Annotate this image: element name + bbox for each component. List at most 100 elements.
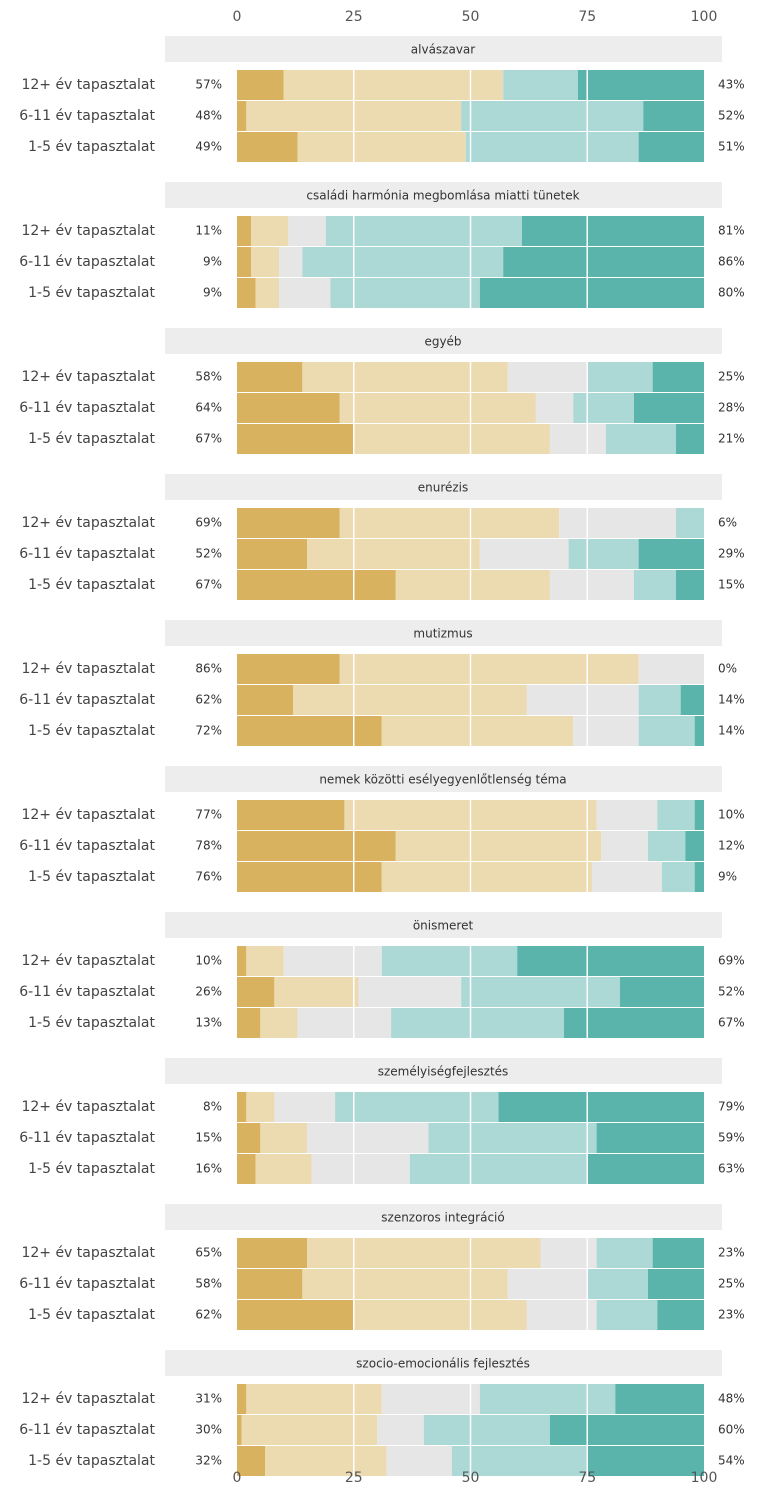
bar-segment <box>526 685 639 715</box>
bar-segment <box>237 424 354 454</box>
bar-segment <box>465 132 639 162</box>
bar-segment <box>549 570 634 600</box>
bar-segment <box>237 70 284 100</box>
bar-segment <box>293 685 527 715</box>
bar-segment <box>596 800 658 830</box>
bar-segment <box>661 862 695 892</box>
category-label: 12+ év tapasztalat <box>21 369 155 385</box>
facet-strip <box>165 620 722 646</box>
bar-segment <box>694 862 704 892</box>
facet-strip <box>165 1350 722 1376</box>
left-total-label: 67% <box>195 432 222 446</box>
bar-segment <box>694 716 704 746</box>
x-tick-label: 25 <box>345 9 363 25</box>
right-total-label: 80% <box>718 286 745 300</box>
bar-segment <box>237 716 382 746</box>
category-label: 12+ év tapasztalat <box>21 1245 155 1261</box>
facet-title: nemek közötti esélyegyenlőtlenség téma <box>319 773 566 787</box>
bar-segment <box>237 1123 261 1153</box>
category-label: 12+ év tapasztalat <box>21 1391 155 1407</box>
bar-segment <box>461 977 620 1007</box>
left-total-label: 62% <box>195 1308 222 1322</box>
bar-segment <box>549 1415 704 1445</box>
right-total-label: 29% <box>718 547 745 561</box>
right-total-label: 14% <box>718 724 745 738</box>
right-total-label: 28% <box>718 401 745 415</box>
category-label: 6-11 év tapasztalat <box>19 1422 155 1438</box>
bar-segment <box>283 946 382 976</box>
bar-segment <box>507 362 588 392</box>
facet-strip <box>165 328 722 354</box>
bar-segment <box>507 1269 588 1299</box>
bar-segment <box>643 101 704 131</box>
bar-segment <box>461 101 644 131</box>
right-total-label: 21% <box>718 432 745 446</box>
facet-title: szocio-emocionális fejlesztés <box>356 1357 530 1371</box>
category-label: 12+ év tapasztalat <box>21 807 155 823</box>
bar-segment <box>540 1238 597 1268</box>
left-total-label: 57% <box>195 78 222 92</box>
bar-segment <box>237 1300 354 1330</box>
bar-segment <box>386 1446 452 1476</box>
bar-segment <box>339 508 560 538</box>
bar-segment <box>381 946 518 976</box>
category-label: 6-11 év tapasztalat <box>19 1130 155 1146</box>
bar-segment <box>638 654 704 684</box>
right-total-label: 9% <box>718 870 737 884</box>
category-label: 1-5 év tapasztalat <box>28 1453 155 1469</box>
bar-segment <box>255 1154 312 1184</box>
bar-segment <box>237 1154 256 1184</box>
facet-title: mutizmus <box>413 627 472 641</box>
bar-segment <box>587 1269 648 1299</box>
bar-segment <box>237 570 396 600</box>
bar-segment <box>237 216 252 246</box>
right-total-label: 6% <box>718 516 737 530</box>
bar-segment <box>302 362 508 392</box>
bar-segment <box>535 393 574 423</box>
facet-title: személyiségfejlesztés <box>378 1065 509 1079</box>
right-total-label: 67% <box>718 1016 745 1030</box>
category-label: 1-5 év tapasztalat <box>28 1015 155 1031</box>
bar-segment <box>596 1123 704 1153</box>
bar-segment <box>619 977 704 1007</box>
bar-segment <box>675 508 704 538</box>
left-total-label: 52% <box>195 547 222 561</box>
category-label: 12+ év tapasztalat <box>21 661 155 677</box>
facet-title: családi harmónia megbomlása miatti tünet… <box>306 189 579 203</box>
left-total-label: 13% <box>195 1016 222 1030</box>
bar-segment <box>503 247 704 277</box>
bar-segment <box>675 424 704 454</box>
left-total-label: 30% <box>195 1423 222 1437</box>
bar-segment <box>237 1092 247 1122</box>
right-total-label: 81% <box>718 224 745 238</box>
facet-strip <box>165 182 722 208</box>
bar-segment <box>423 1415 550 1445</box>
x-tick-label: 50 <box>462 1470 480 1486</box>
right-total-label: 59% <box>718 1131 745 1145</box>
bar-segment <box>638 685 681 715</box>
bar-segment <box>237 132 298 162</box>
left-total-label: 15% <box>195 1131 222 1145</box>
bar-segment <box>559 508 676 538</box>
x-tick-label: 100 <box>691 9 718 25</box>
bar-segment <box>549 424 606 454</box>
bar-segment <box>596 1238 653 1268</box>
left-total-label: 31% <box>195 1392 222 1406</box>
category-label: 12+ év tapasztalat <box>21 223 155 239</box>
bar-segment <box>409 1154 588 1184</box>
bar-segment <box>694 800 704 830</box>
bar-segment <box>330 278 480 308</box>
x-tick-label: 50 <box>462 9 480 25</box>
bar-segment <box>652 1238 704 1268</box>
bar-segment <box>601 831 648 861</box>
left-total-label: 9% <box>203 255 222 269</box>
bar-segment <box>377 1415 424 1445</box>
bar-segment <box>381 716 574 746</box>
facet-strip <box>165 1204 722 1230</box>
bar-segment <box>587 362 653 392</box>
right-total-label: 51% <box>718 140 745 154</box>
right-total-label: 52% <box>718 985 745 999</box>
bar-segment <box>517 946 704 976</box>
bar-segment <box>311 1154 410 1184</box>
bar-segment <box>573 393 634 423</box>
